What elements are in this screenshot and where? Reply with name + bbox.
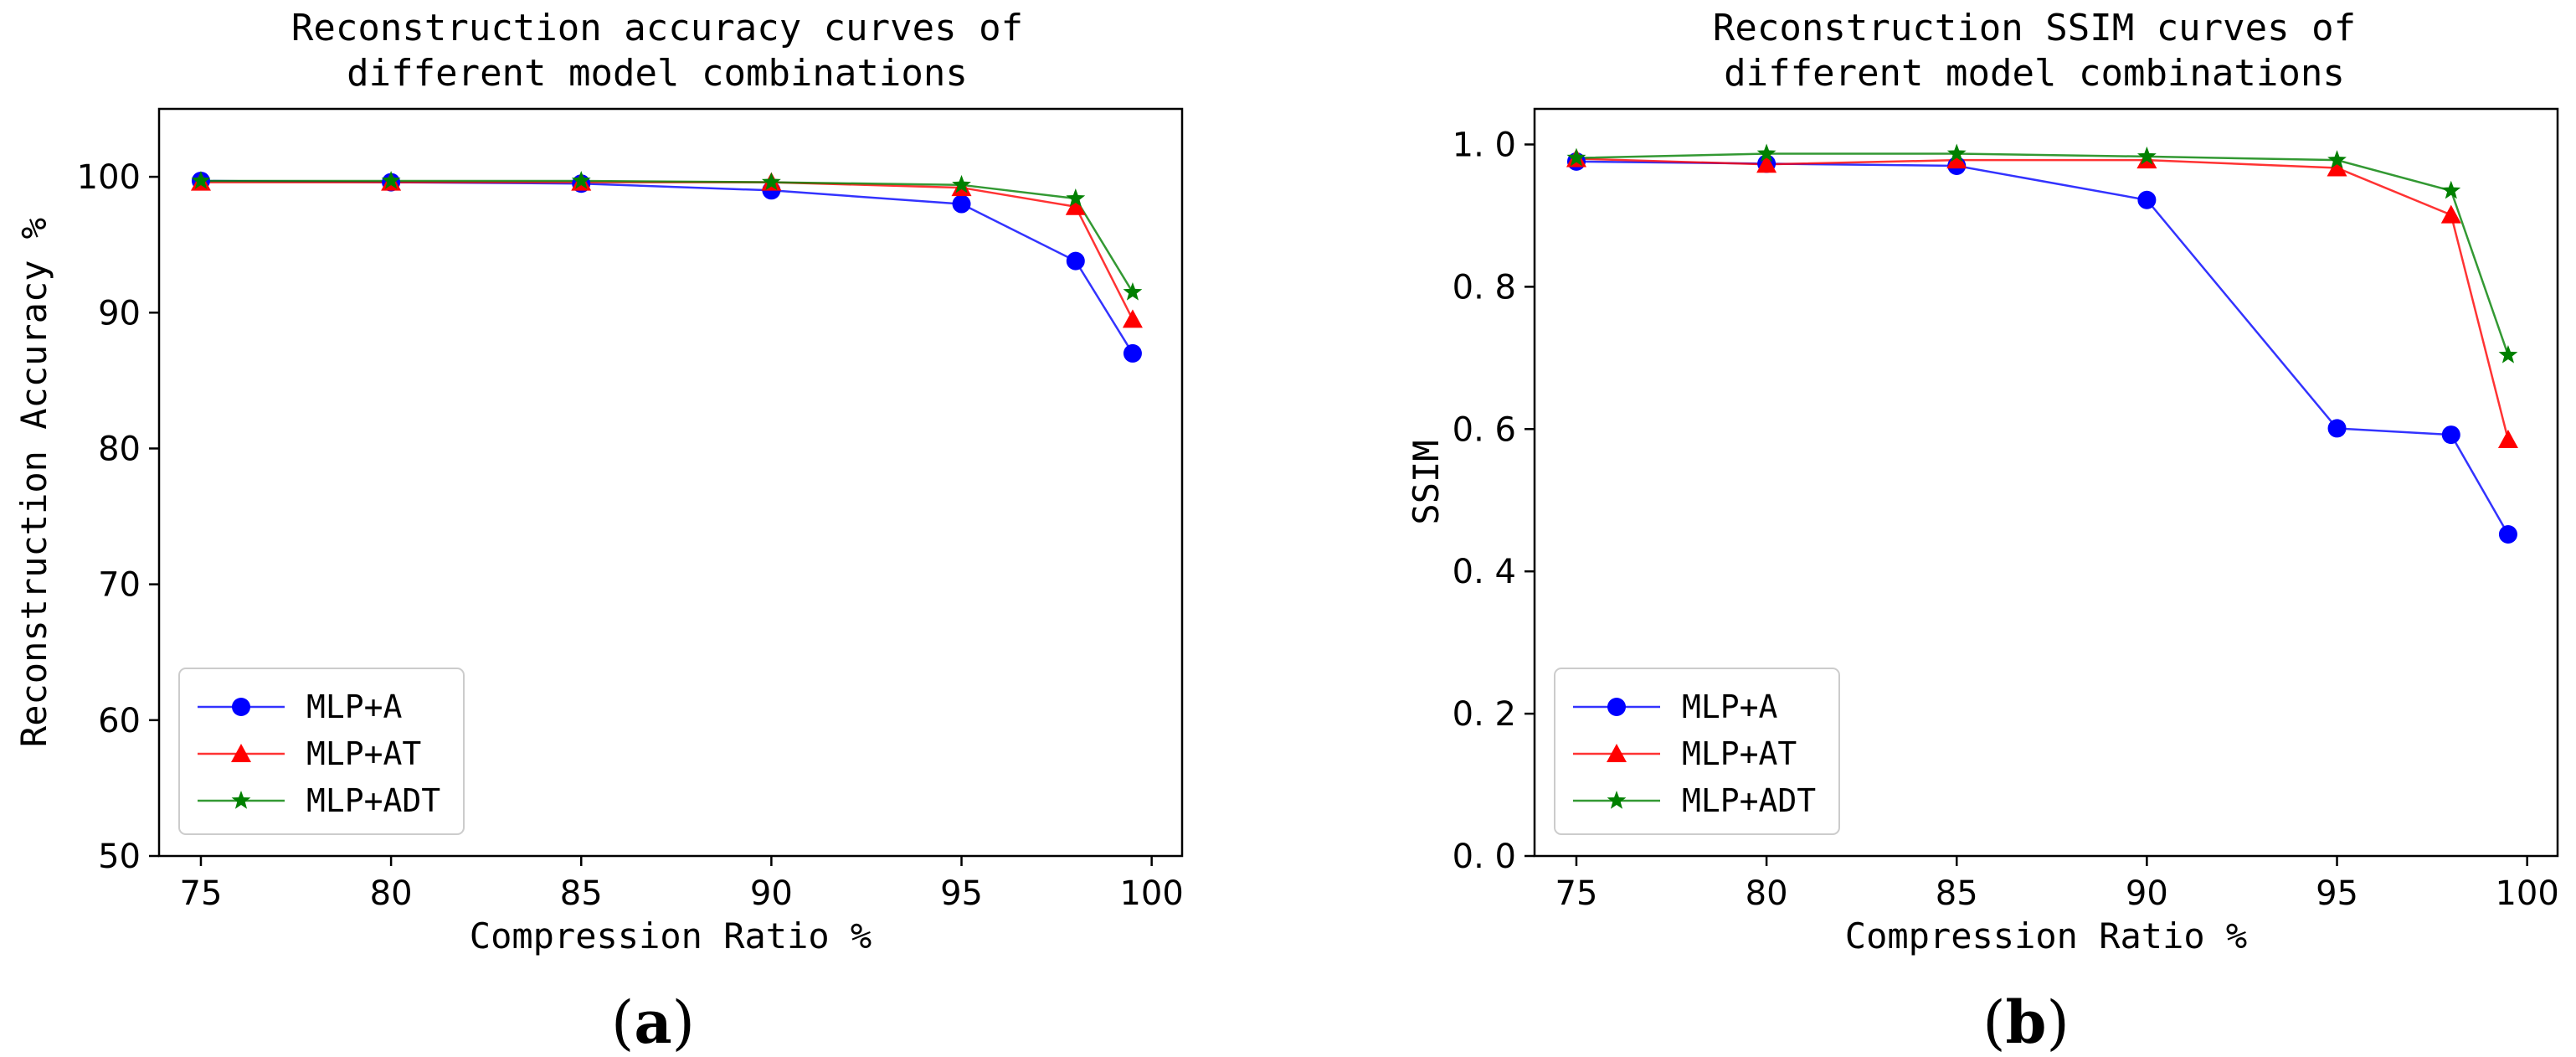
y-tick-label: 1. 0 <box>1453 126 1516 164</box>
y-tick-label: 80 <box>98 430 141 468</box>
chart-title-line: different model combinations <box>1724 52 2345 95</box>
data-point <box>1946 143 1967 162</box>
data-point <box>761 172 781 191</box>
legend-label: MLP+AT <box>1682 735 1797 772</box>
chart-title-line: different model combinations <box>347 52 968 95</box>
y-axis-label: SSIM <box>1406 440 1447 524</box>
y-tick-label: 90 <box>98 294 141 333</box>
x-tick-label: 85 <box>1936 874 1978 913</box>
x-tick-label: 100 <box>1119 874 1183 913</box>
x-axis-label: Compression Ratio % <box>1845 915 2247 956</box>
legend-label: MLP+ADT <box>1682 782 1816 819</box>
x-tick-label: 85 <box>560 874 603 913</box>
x-tick-label: 95 <box>2316 874 2358 913</box>
data-point <box>2327 157 2347 177</box>
data-point <box>2327 150 2347 168</box>
x-tick-label: 80 <box>370 874 413 913</box>
x-tick-label: 100 <box>2495 874 2558 913</box>
y-tick-label: 0. 0 <box>1453 838 1516 876</box>
legend-label: MLP+A <box>1682 688 1778 725</box>
panel-label: (b) <box>1982 987 2070 1057</box>
legend-marker <box>1607 744 1627 762</box>
legend-marker <box>231 744 251 762</box>
data-point <box>2136 146 2157 165</box>
data-point <box>2498 344 2518 364</box>
data-point <box>571 170 591 189</box>
data-point <box>2441 425 2460 445</box>
data-point <box>952 194 971 214</box>
plot-frame <box>1533 107 2559 858</box>
legend-marker <box>232 698 250 716</box>
legend-label: MLP+A <box>306 688 403 725</box>
y-axis-label: Reconstruction Accuracy % <box>13 218 54 747</box>
y-tick-label: 50 <box>98 838 141 876</box>
legend: MLP+A MLP+AT MLP+ADT <box>178 668 465 835</box>
x-tick-label: 80 <box>1746 874 1788 913</box>
chart-title-line: Reconstruction SSIM curves of <box>1713 7 2356 49</box>
legend-box <box>178 668 465 835</box>
plot-frame <box>157 107 1184 858</box>
data-point <box>2137 190 2157 209</box>
data-point <box>191 170 211 189</box>
legend-label: MLP+AT <box>306 735 421 772</box>
data-point <box>952 174 971 193</box>
data-point <box>2327 419 2347 438</box>
data-point <box>2498 525 2517 544</box>
data-point <box>1756 154 1777 173</box>
y-tick-label: 0. 2 <box>1453 695 1516 734</box>
legend-marker <box>1607 791 1627 809</box>
y-tick-label: 0. 6 <box>1453 410 1516 449</box>
y-tick-label: 60 <box>98 702 141 740</box>
data-point <box>2441 180 2461 199</box>
series-line <box>1576 157 2510 441</box>
data-point <box>2440 204 2461 224</box>
x-tick-label: 75 <box>180 874 223 913</box>
y-tick-label: 70 <box>98 566 141 605</box>
series-line <box>200 179 1134 293</box>
x-tick-label: 90 <box>750 874 793 913</box>
series-line <box>1576 152 2510 356</box>
legend-marker <box>1607 698 1626 716</box>
series-line <box>200 179 1134 354</box>
legend-marker <box>231 791 251 809</box>
data-point <box>1122 309 1143 328</box>
y-tick-label: 100 <box>77 158 141 197</box>
data-point <box>1123 281 1143 301</box>
series-line <box>1576 160 2510 535</box>
legend-box <box>1554 668 1840 835</box>
data-point <box>1123 343 1142 363</box>
x-axis-label: Compression Ratio % <box>470 915 872 956</box>
x-tick-label: 90 <box>2126 874 2168 913</box>
x-tick-label: 75 <box>1555 874 1598 913</box>
legend-label: MLP+ADT <box>306 782 440 819</box>
chart-panel-a: Reconstruction accuracy curves ofdiffere… <box>13 7 1184 1057</box>
data-point <box>1066 188 1086 207</box>
y-tick-label: 0. 4 <box>1453 553 1516 591</box>
panel-label: (a) <box>611 987 695 1057</box>
y-tick-label: 0. 8 <box>1453 268 1516 307</box>
data-point <box>1065 196 1086 215</box>
data-point <box>1756 143 1776 162</box>
data-point <box>381 170 401 189</box>
data-point <box>2497 430 2518 449</box>
legend: MLP+A MLP+AT MLP+ADT <box>1554 668 1840 835</box>
series-line <box>200 181 1134 320</box>
chart-title-line: Reconstruction accuracy curves of <box>291 7 1023 49</box>
x-tick-label: 95 <box>940 874 983 913</box>
data-point <box>1566 147 1586 167</box>
data-point <box>1066 251 1085 271</box>
data-point <box>1946 150 1967 169</box>
